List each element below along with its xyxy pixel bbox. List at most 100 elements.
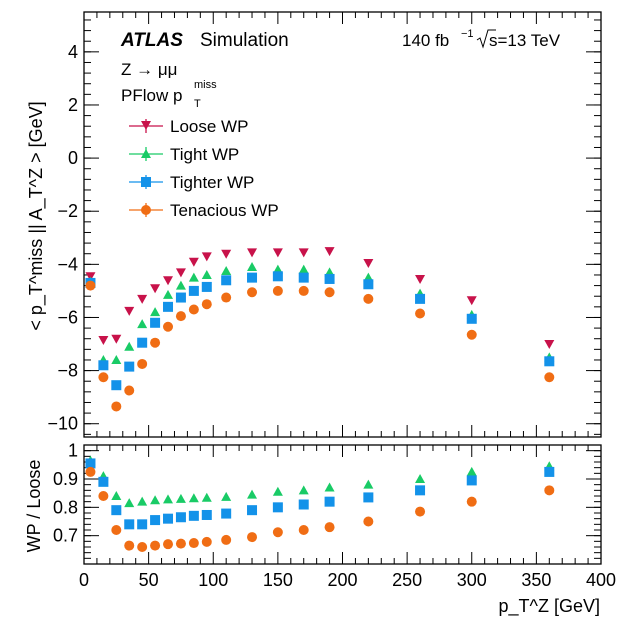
- data-point-tenacious-wp: [163, 539, 174, 550]
- data-point-tight-wp: [124, 498, 135, 508]
- data-point-tight-wp: [163, 289, 174, 299]
- legend-marker-tenacious: [141, 205, 151, 215]
- data-point-tighter-wp: [298, 272, 309, 283]
- atlas-label: ATLAS: [120, 30, 183, 51]
- data-point-tenacious-wp: [137, 542, 148, 552]
- data-point-tenacious-wp: [150, 337, 161, 348]
- data-point-tighter-wp: [247, 505, 258, 516]
- data-point-tighter-wp: [188, 510, 199, 521]
- data-point-tight-wp: [466, 466, 477, 476]
- bottom-y-tick-label: 0.9: [53, 469, 78, 489]
- data-point-tight-wp: [111, 354, 122, 364]
- data-point-tenacious-wp: [124, 385, 135, 396]
- bottom-y-tick-label: 1: [68, 441, 78, 461]
- legend-item-loose: Loose WP: [129, 117, 248, 136]
- data-point-tight-wp: [221, 265, 232, 275]
- data-point-loose-wp: [324, 247, 335, 257]
- algo-subscript: T: [194, 98, 201, 110]
- algo-superscript: miss: [194, 79, 217, 91]
- top-y-tick-label: −8: [57, 361, 78, 381]
- data-point-loose-wp: [272, 248, 283, 258]
- top-y-tick-label: −4: [57, 254, 78, 274]
- data-point-tight-wp: [150, 495, 161, 505]
- legend-item-tight: Tight WP: [129, 145, 239, 164]
- data-point-tighter-wp: [188, 285, 199, 296]
- data-point-tighter-wp: [324, 496, 335, 507]
- data-point-tighter-wp: [466, 475, 477, 486]
- data-point-tenacious-wp: [124, 540, 135, 551]
- top-y-tick-label: −10: [47, 414, 78, 434]
- top-y-tick-label: −2: [57, 201, 78, 221]
- x-tick-label: 150: [263, 570, 293, 590]
- legend: Loose WP Tight WP Tighter WP Tenacious W…: [129, 117, 279, 220]
- data-point-tenacious-wp: [150, 540, 161, 551]
- data-point-tighter-wp: [247, 272, 258, 283]
- data-point-tight-wp: [247, 489, 258, 499]
- data-point-tenacious-wp: [188, 538, 199, 549]
- data-point-tight-wp: [150, 307, 161, 317]
- data-point-tenacious-wp: [163, 321, 174, 332]
- data-point-tighter-wp: [137, 337, 148, 348]
- data-point-tenacious-wp: [272, 527, 283, 538]
- x-tick-label: 250: [392, 570, 422, 590]
- data-point-tenacious-wp: [466, 329, 477, 340]
- top-y-tick-label: 2: [68, 95, 78, 115]
- data-point-loose-wp: [124, 306, 135, 316]
- top-ticks: −10 −8 −6 −4 −2 0 2 4: [47, 12, 602, 437]
- data-point-tenacious-wp: [98, 491, 109, 501]
- x-tick-label: 300: [457, 570, 487, 590]
- data-point-loose-wp: [201, 252, 212, 262]
- sqrt-icon: [476, 29, 496, 49]
- simulation-label: Simulation: [200, 30, 289, 51]
- data-point-tenacious-wp: [324, 287, 335, 298]
- data-point-tighter-wp: [124, 361, 135, 372]
- data-point-loose-wp: [98, 336, 109, 346]
- data-point-tenacious-wp: [247, 532, 258, 543]
- data-point-tenacious-wp: [175, 311, 186, 322]
- data-point-tenacious-wp: [98, 372, 109, 383]
- x-tick-label: 50: [139, 570, 159, 590]
- data-point-tighter-wp: [324, 273, 335, 284]
- data-point-tighter-wp: [98, 360, 109, 371]
- data-point-tight-wp: [298, 485, 309, 495]
- luminosity-energy-label: 140 fb −1 s=13 TeV: [402, 28, 561, 50]
- data-point-loose-wp: [188, 257, 199, 267]
- bottom-y-tick-label: 0.7: [53, 526, 78, 546]
- data-point-tenacious-wp: [324, 522, 335, 533]
- data-point-loose-wp: [163, 276, 174, 286]
- data-point-tight-wp: [221, 491, 232, 501]
- data-point-loose-wp: [298, 248, 309, 258]
- data-point-tighter-wp: [175, 512, 186, 523]
- top-panel: −10 −8 −6 −4 −2 0 2 4 ATLAS Simulation 140 fb −…: [26, 11, 602, 438]
- data-point-tighter-wp: [85, 458, 96, 469]
- data-point-tenacious-wp: [201, 536, 212, 547]
- algo-label: PFlow p: [121, 86, 182, 105]
- data-point-loose-wp: [111, 334, 122, 344]
- data-point-tighter-wp: [466, 313, 477, 324]
- x-tick-label: 100: [198, 570, 228, 590]
- bottom-data-points: [85, 455, 555, 552]
- data-point-loose-wp: [137, 294, 148, 304]
- data-point-tenacious-wp: [298, 525, 309, 535]
- x-tick-label: 350: [521, 570, 551, 590]
- data-point-tighter-wp: [137, 519, 148, 530]
- legend-label-tighter: Tighter WP: [170, 173, 254, 192]
- data-point-tighter-wp: [124, 519, 135, 530]
- x-axis-label: p_T^Z [GeV]: [499, 596, 600, 617]
- data-point-tight-wp: [175, 493, 186, 503]
- data-point-tenacious-wp: [247, 287, 258, 298]
- data-point-tenacious-wp: [175, 538, 186, 549]
- data-point-tenacious-wp: [221, 534, 232, 545]
- top-y-axis-label: < p_T^miss || A_T^Z > [GeV]: [26, 101, 47, 330]
- top-data-points: [85, 247, 555, 412]
- top-y-tick-label: 0: [68, 148, 78, 168]
- legend-marker-loose: [141, 121, 151, 130]
- data-point-tighter-wp: [415, 293, 426, 304]
- x-tick-label: 200: [327, 570, 357, 590]
- lumi-label: 140 fb: [402, 31, 449, 50]
- legend-label-tight: Tight WP: [170, 145, 239, 164]
- top-y-tick-label: 4: [68, 42, 78, 62]
- data-point-tenacious-wp: [363, 293, 374, 304]
- data-point-tighter-wp: [298, 499, 309, 510]
- data-point-tight-wp: [201, 492, 212, 502]
